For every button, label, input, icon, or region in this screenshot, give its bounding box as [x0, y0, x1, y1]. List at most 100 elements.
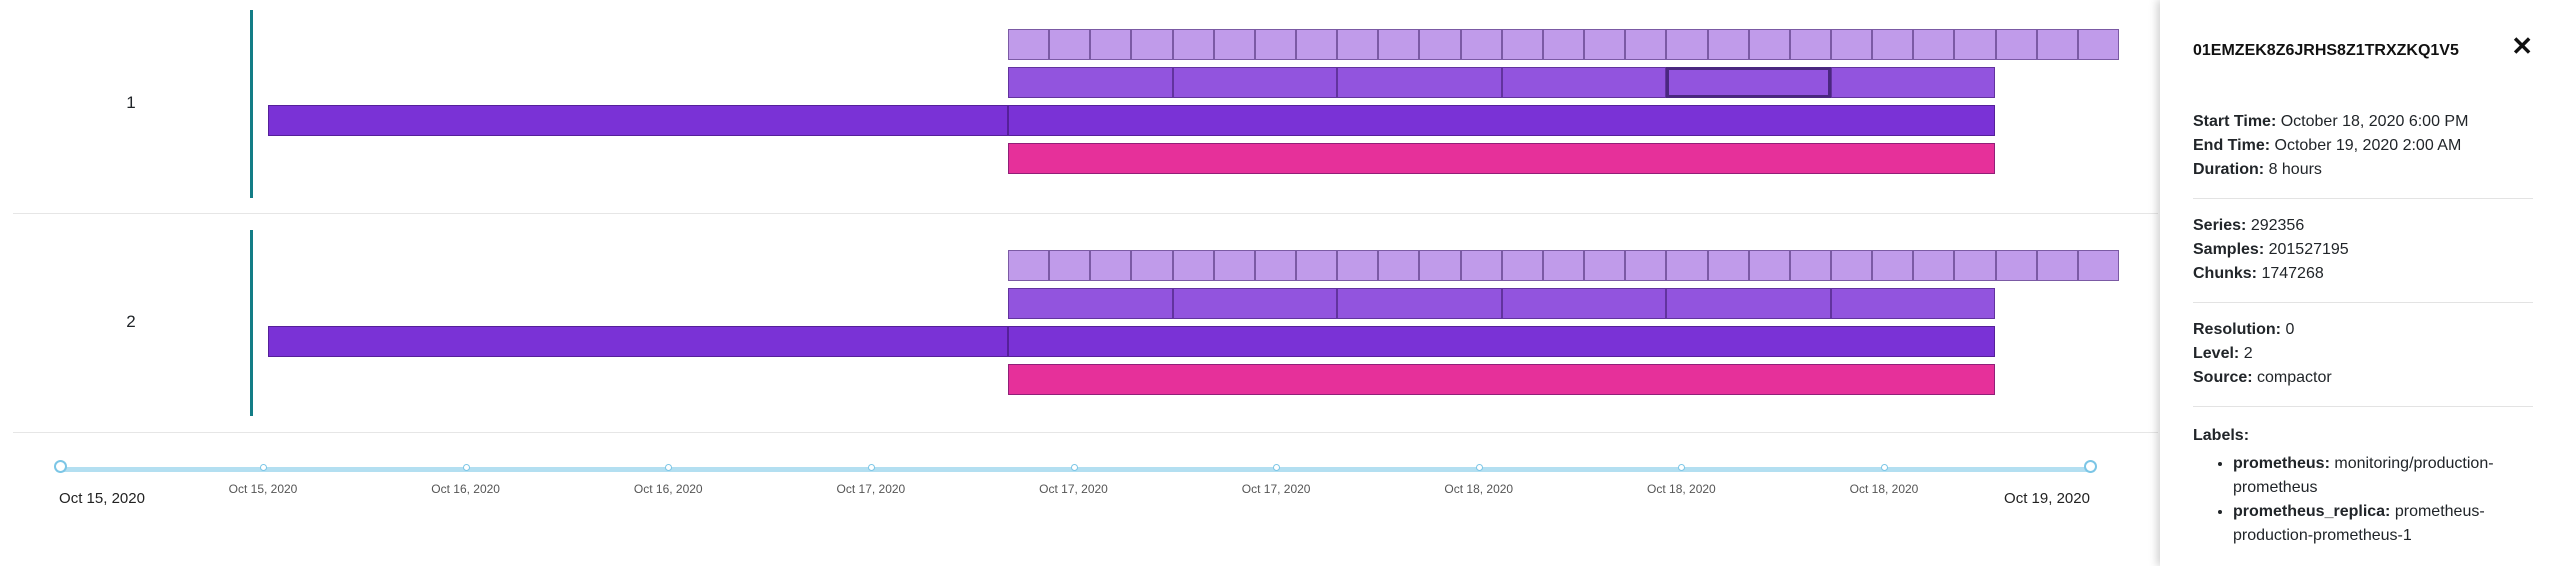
compaction-section: Resolution: 0 Level: 2 Source: compactor — [2193, 318, 2533, 390]
level-3-block[interactable] — [1913, 250, 1955, 281]
level-3-block[interactable] — [1254, 29, 1297, 60]
row-axis-line — [250, 230, 253, 416]
row-divider — [13, 213, 2158, 214]
label-item: prometheus: monitoring/production-promet… — [2233, 452, 2533, 500]
level-2-block[interactable] — [1501, 67, 1666, 98]
level-3-block[interactable] — [1666, 29, 1708, 60]
level-3-block[interactable] — [1707, 29, 1749, 60]
series-value: 292356 — [2250, 217, 2305, 234]
timeline-tick-label: Oct 17, 2020 — [1039, 482, 1108, 496]
level-2-block[interactable] — [1666, 67, 1831, 98]
level-3-block[interactable] — [1830, 29, 1873, 60]
level-3-block[interactable] — [1707, 250, 1749, 281]
level-2-block[interactable] — [1830, 67, 1995, 98]
level-2-block[interactable] — [1830, 288, 1995, 319]
level-3-block[interactable] — [1131, 250, 1173, 281]
timeline-tick-label: Oct 17, 2020 — [836, 482, 906, 496]
level-3-block[interactable] — [1954, 250, 1996, 281]
timeline-tick-label: Oct 16, 2020 — [633, 482, 703, 496]
level-3-block[interactable] — [1419, 250, 1461, 281]
label-key: prometheus_replica: — [2233, 503, 2391, 520]
level-label: Level: — [2193, 345, 2240, 362]
labels-list: prometheus: monitoring/production-promet… — [2193, 452, 2533, 548]
end-time-label: End Time: — [2193, 137, 2271, 154]
source-label: Source: — [2193, 369, 2253, 386]
level-3-block[interactable] — [1090, 250, 1132, 281]
level-3-block[interactable] — [1419, 29, 1461, 60]
level-3-block[interactable] — [2036, 29, 2078, 60]
timeline-end-label: Oct 19, 2020 — [2004, 490, 2090, 507]
row-axis-line — [250, 10, 253, 198]
level-3-block[interactable] — [1008, 250, 1050, 281]
level-3-block[interactable] — [1090, 29, 1132, 60]
level-0-block[interactable] — [1008, 364, 1995, 395]
level-2-block[interactable] — [1501, 288, 1666, 319]
level-0-block[interactable] — [1008, 143, 1995, 174]
level-3-block[interactable] — [1460, 250, 1502, 281]
level-1-block[interactable] — [1008, 326, 1995, 357]
timeline-tick-label: Oct 16, 2020 — [431, 482, 500, 496]
block-id-title: 01EMZEK8Z6JRHS8Z1TRXZKQ1V5 — [2193, 42, 2459, 59]
stats-section: Series: 292356 Samples: 201527195 Chunks… — [2193, 214, 2533, 286]
level-3-block[interactable] — [1378, 250, 1420, 281]
level-2-block[interactable] — [1172, 67, 1337, 98]
level-3-block[interactable] — [1625, 29, 1667, 60]
level-3-block[interactable] — [1584, 29, 1626, 60]
source-value: compactor — [2257, 369, 2332, 386]
level-3-block[interactable] — [1172, 250, 1214, 281]
level-2-block[interactable] — [1008, 67, 1173, 98]
level-3-block[interactable] — [1378, 29, 1420, 60]
timeline-tick — [1273, 464, 1281, 471]
start-time-label: Start Time: — [2193, 113, 2277, 130]
level-3-block[interactable] — [1625, 250, 1667, 281]
level-3-block[interactable] — [2077, 29, 2119, 60]
level-3-block[interactable] — [1213, 250, 1255, 281]
level-3-block[interactable] — [1872, 250, 1914, 281]
level-3-block[interactable] — [1666, 250, 1708, 281]
level-2-block[interactable] — [1008, 288, 1173, 319]
level-3-block[interactable] — [1337, 250, 1379, 281]
level-3-block[interactable] — [1789, 250, 1831, 281]
level-1-block[interactable] — [1008, 105, 1995, 136]
level-1-block[interactable] — [268, 326, 1008, 357]
level-1-block[interactable] — [268, 105, 1008, 136]
timeline-end-handle[interactable] — [2084, 460, 2097, 473]
level-3-block[interactable] — [1172, 29, 1214, 60]
level-2-block[interactable] — [1172, 288, 1337, 319]
level-3-block[interactable] — [1296, 29, 1338, 60]
level-3-block[interactable] — [1460, 29, 1502, 60]
level-3-block[interactable] — [1954, 29, 1996, 60]
level-3-block[interactable] — [1830, 250, 1873, 281]
level-3-block[interactable] — [1542, 29, 1585, 60]
level-3-block[interactable] — [1501, 29, 1543, 60]
timeline-tick — [260, 464, 267, 471]
level-3-block[interactable] — [1789, 29, 1831, 60]
level-2-block[interactable] — [1337, 67, 1502, 98]
level-3-block[interactable] — [1213, 29, 1255, 60]
level-3-block[interactable] — [1131, 29, 1173, 60]
level-3-block[interactable] — [1008, 29, 1050, 60]
level-3-block[interactable] — [1748, 250, 1790, 281]
level-3-block[interactable] — [1049, 250, 1091, 281]
level-3-block[interactable] — [1748, 29, 1790, 60]
level-3-block[interactable] — [2036, 250, 2078, 281]
timeline-tick-label: Oct 18, 2020 — [1647, 482, 1716, 496]
level-3-block[interactable] — [1872, 29, 1914, 60]
level-3-block[interactable] — [2077, 250, 2119, 281]
level-2-block[interactable] — [1666, 288, 1831, 319]
level-2-block[interactable] — [1337, 288, 1502, 319]
level-3-block[interactable] — [1337, 29, 1379, 60]
timeline-slider[interactable]: Oct 15, 2020 Oct 19, 2020 Oct 15, 2020 Oc… — [0, 450, 2160, 550]
level-3-block[interactable] — [1995, 250, 2037, 281]
level-3-block[interactable] — [1296, 250, 1338, 281]
level-3-block[interactable] — [1584, 250, 1626, 281]
level-3-block[interactable] — [1995, 29, 2037, 60]
level-3-block[interactable] — [1501, 250, 1543, 281]
level-3-block[interactable] — [1049, 29, 1091, 60]
end-time-value: October 19, 2020 2:00 AM — [2274, 137, 2462, 154]
level-3-block[interactable] — [1913, 29, 1955, 60]
timeline-start-handle[interactable] — [54, 460, 67, 473]
close-icon[interactable]: ✕ — [2511, 31, 2533, 61]
level-3-block[interactable] — [1542, 250, 1585, 281]
level-3-block[interactable] — [1254, 250, 1297, 281]
